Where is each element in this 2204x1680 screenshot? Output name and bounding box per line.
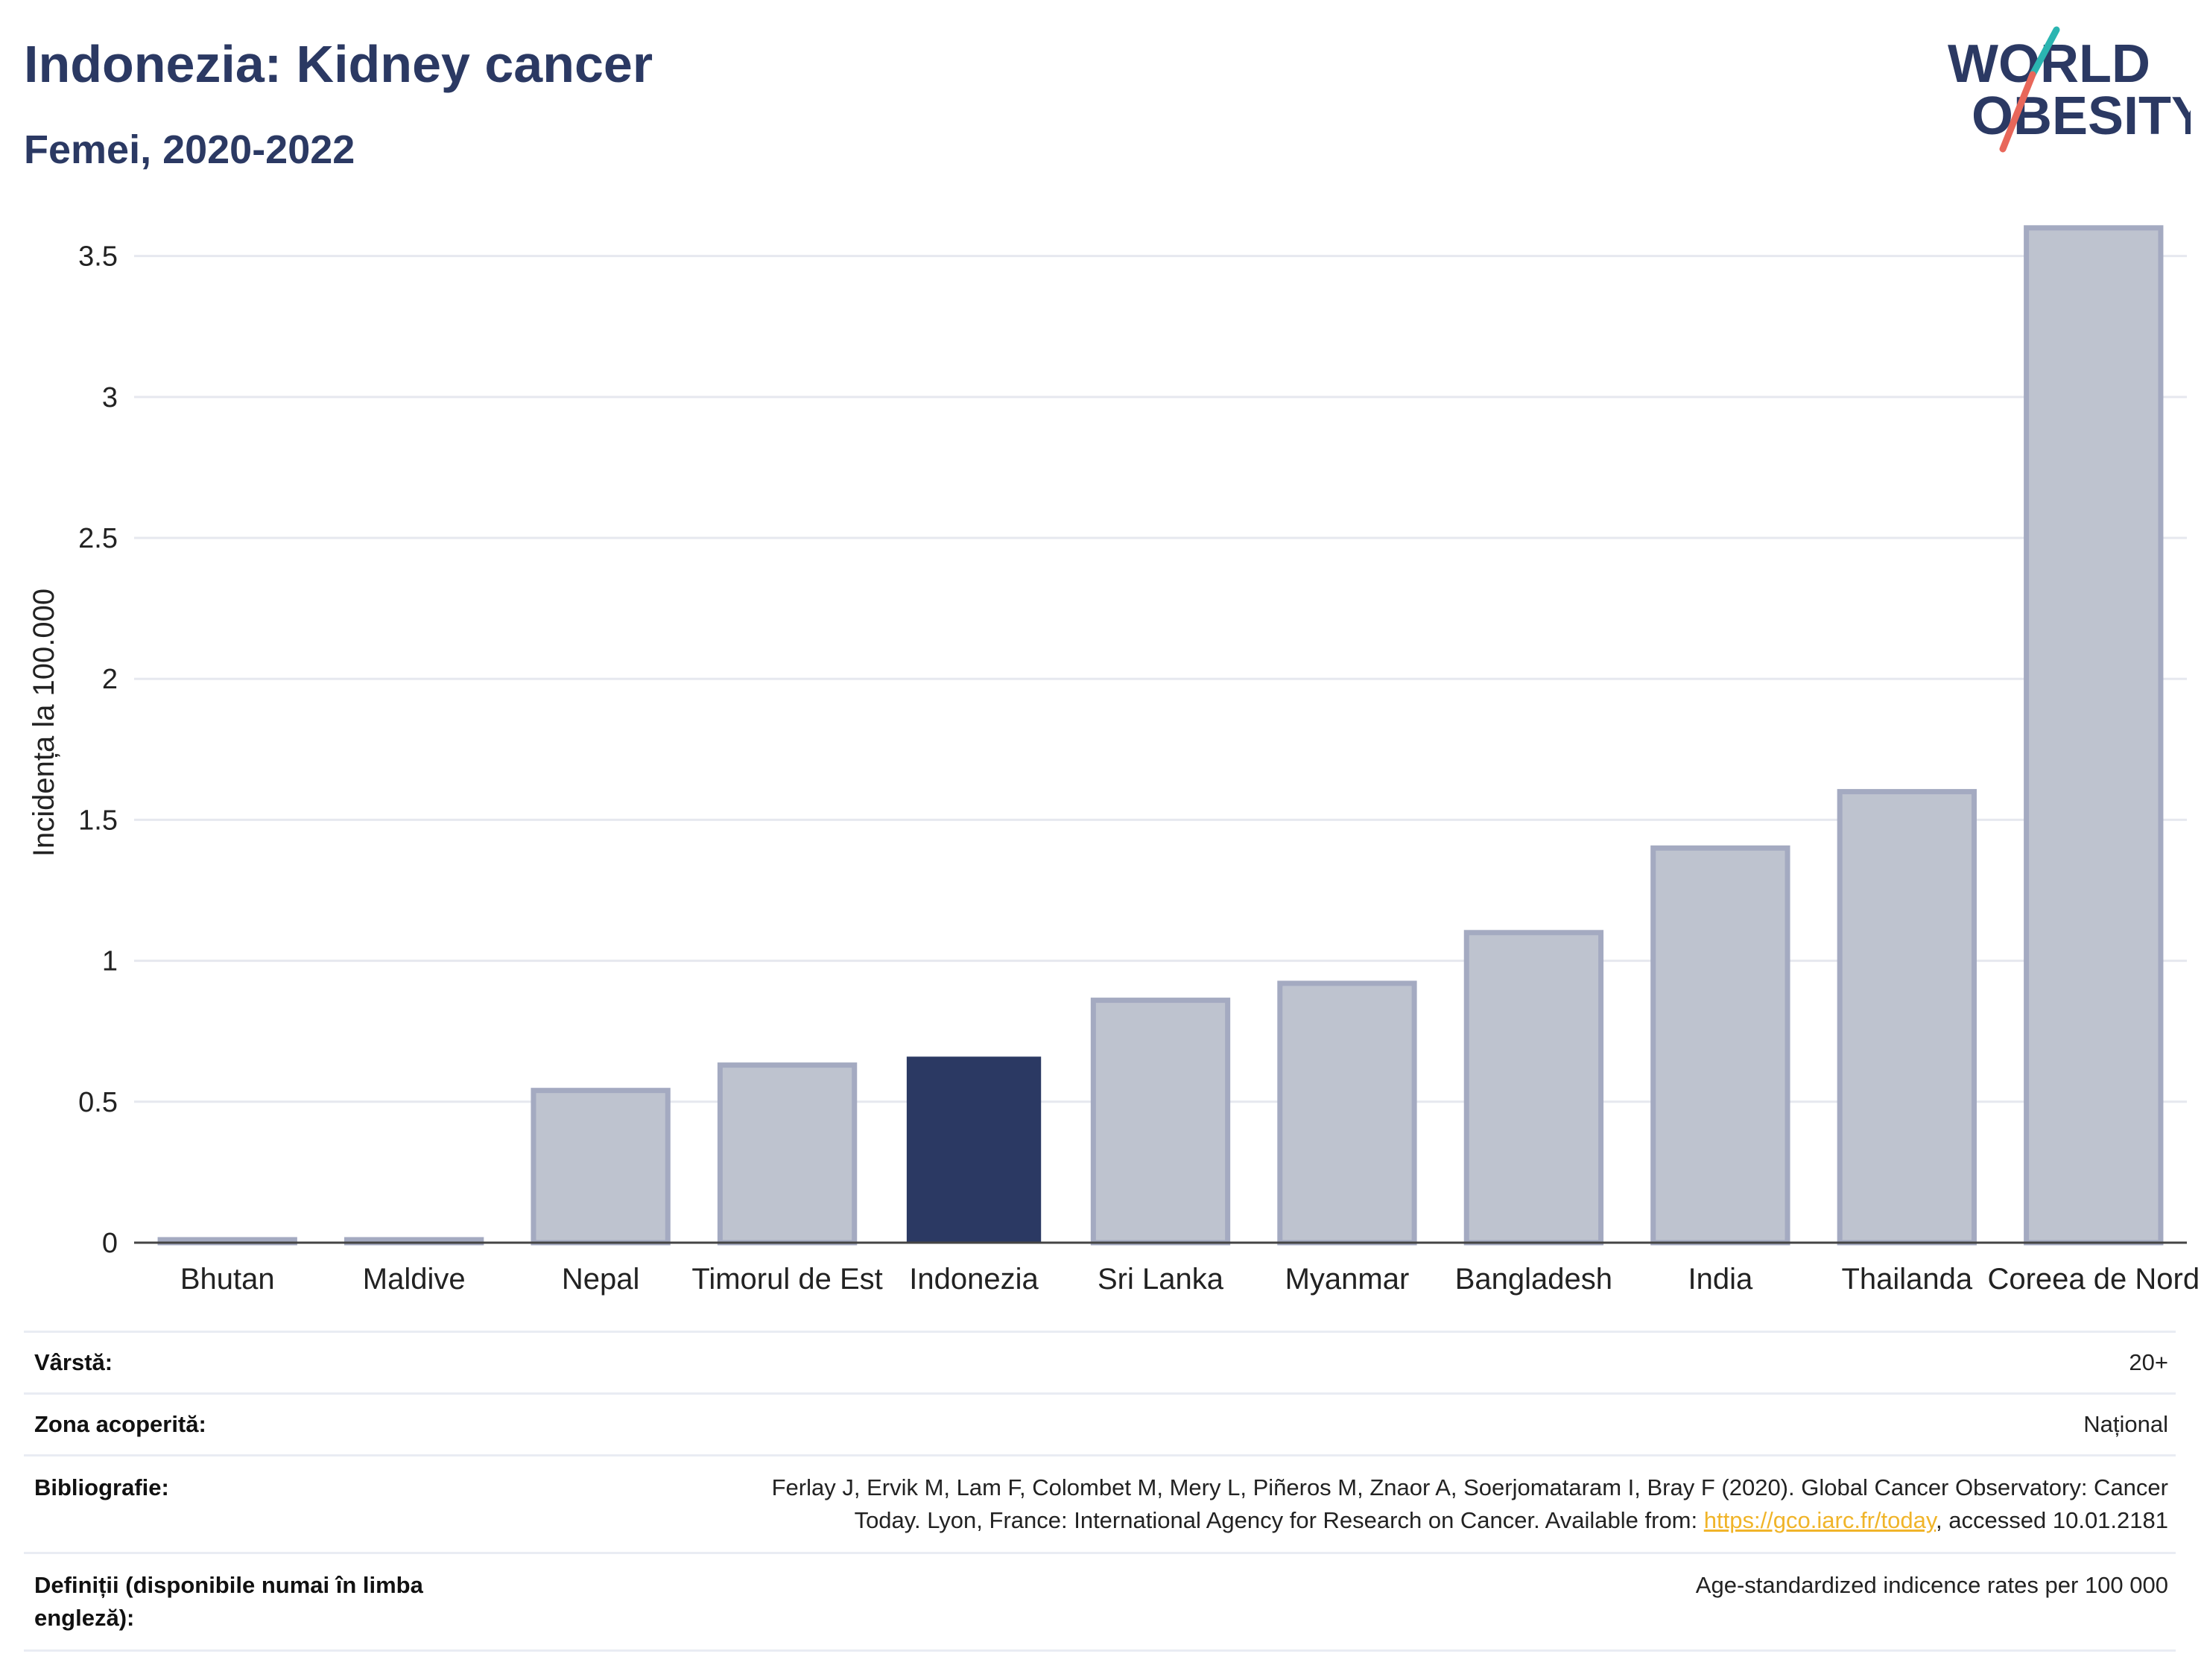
y-tick-label: 3.5 xyxy=(78,241,118,273)
chart-title: Indonezia: Kidney cancer xyxy=(24,35,653,93)
world-obesity-logo: WORLD OBESITY xyxy=(1948,26,2191,153)
bibliography-label: Bibliografie: xyxy=(34,1474,169,1500)
age-value: 20+ xyxy=(2129,1349,2168,1375)
x-tick-label: Sri Lanka xyxy=(1098,1263,1224,1296)
age-label: Vârstă: xyxy=(34,1349,113,1375)
x-tick-label: Myanmar xyxy=(1285,1263,1410,1296)
x-tick-label: Bhutan xyxy=(180,1263,275,1296)
logo-slash-red xyxy=(1999,71,2036,153)
definitions-label: Definiții (disponibile numai în limba en… xyxy=(34,1572,423,1631)
bar-bangladesh[interactable] xyxy=(1463,930,1604,1246)
bar-indonezia[interactable] xyxy=(906,1056,1042,1243)
bar-india[interactable] xyxy=(1650,845,1790,1246)
bar-nepal[interactable] xyxy=(531,1088,671,1246)
meta-row-age: Vârstă: 20+ xyxy=(24,1331,2176,1392)
coverage-value: Național xyxy=(2083,1411,2168,1437)
y-tick-label: 2.5 xyxy=(78,523,118,554)
chart-subtitle: Femei, 2020-2022 xyxy=(24,127,355,172)
bar-coreea-de-nord[interactable] xyxy=(2024,225,2164,1246)
logo-slash-teal xyxy=(2029,26,2060,78)
bar-thailanda[interactable] xyxy=(1837,789,1977,1246)
x-tick-label: Maldive xyxy=(363,1263,466,1296)
meta-row-coverage: Zona acoperită: Național xyxy=(24,1392,2176,1454)
y-tick-label: 0 xyxy=(102,1228,118,1259)
y-tick-label: 1.5 xyxy=(78,805,118,836)
x-tick-label: Indonezia xyxy=(909,1263,1039,1296)
bar-myanmar[interactable] xyxy=(1277,980,1417,1246)
meta-row-bibliography: Bibliografie: Ferlay J, Ervik M, Lam F, … xyxy=(24,1454,2176,1552)
bar-sri-lanka[interactable] xyxy=(1090,998,1231,1246)
x-tick-label: Timorul de Est xyxy=(691,1263,882,1296)
bibliography-line2: Today. Lyon, France: International Agenc… xyxy=(772,1504,2168,1537)
bibliography-line1: Ferlay J, Ervik M, Lam F, Colombet M, Me… xyxy=(771,1474,2168,1500)
bibliography-value: Ferlay J, Ervik M, Lam F, Colombet M, Me… xyxy=(772,1471,2176,1537)
bibliography-link[interactable]: https://gco.iarc.fr/today xyxy=(1703,1507,1937,1533)
coverage-label: Zona acoperită: xyxy=(34,1411,206,1437)
y-tick-label: 2 xyxy=(102,664,118,695)
y-axis-label: Incidența la 100.000 xyxy=(28,589,60,857)
metadata-table: Vârstă: 20+ Zona acoperită: Național Bib… xyxy=(24,1331,2176,1652)
bibliography-line2-pre: Today. Lyon, France: International Agenc… xyxy=(854,1507,1704,1533)
bars-layer xyxy=(157,225,2164,1246)
axis-layer: 0 0.5 1 1.5 2 2.5 3 3.5 Bhutan Maldive Nepal Timoru… xyxy=(78,241,2200,1296)
x-tick-label: Nepal xyxy=(562,1263,640,1296)
x-tick-label: Bangladesh xyxy=(1455,1263,1612,1296)
definitions-value: Age-standardized indicence rates per 100… xyxy=(1695,1572,2168,1598)
y-tick-label: 3 xyxy=(102,382,118,413)
meta-row-definitions: Definiții (disponibile numai în limba en… xyxy=(24,1552,2176,1652)
x-tick-label: India xyxy=(1688,1263,1752,1296)
x-tick-label: Coreea de Nord xyxy=(1987,1263,2200,1296)
bar-timorul-de-est[interactable] xyxy=(717,1062,858,1246)
x-tick-label: Thailanda xyxy=(1841,1263,1972,1296)
y-tick-label: 0.5 xyxy=(78,1087,118,1118)
y-tick-label: 1 xyxy=(102,946,118,977)
bibliography-line2-post: , accessed 10.01.2181 xyxy=(1936,1507,2168,1533)
bar-chart: 0 0.5 1 1.5 2 2.5 3 3.5 Bhutan Maldive Nepal Timoru… xyxy=(28,225,2200,1296)
